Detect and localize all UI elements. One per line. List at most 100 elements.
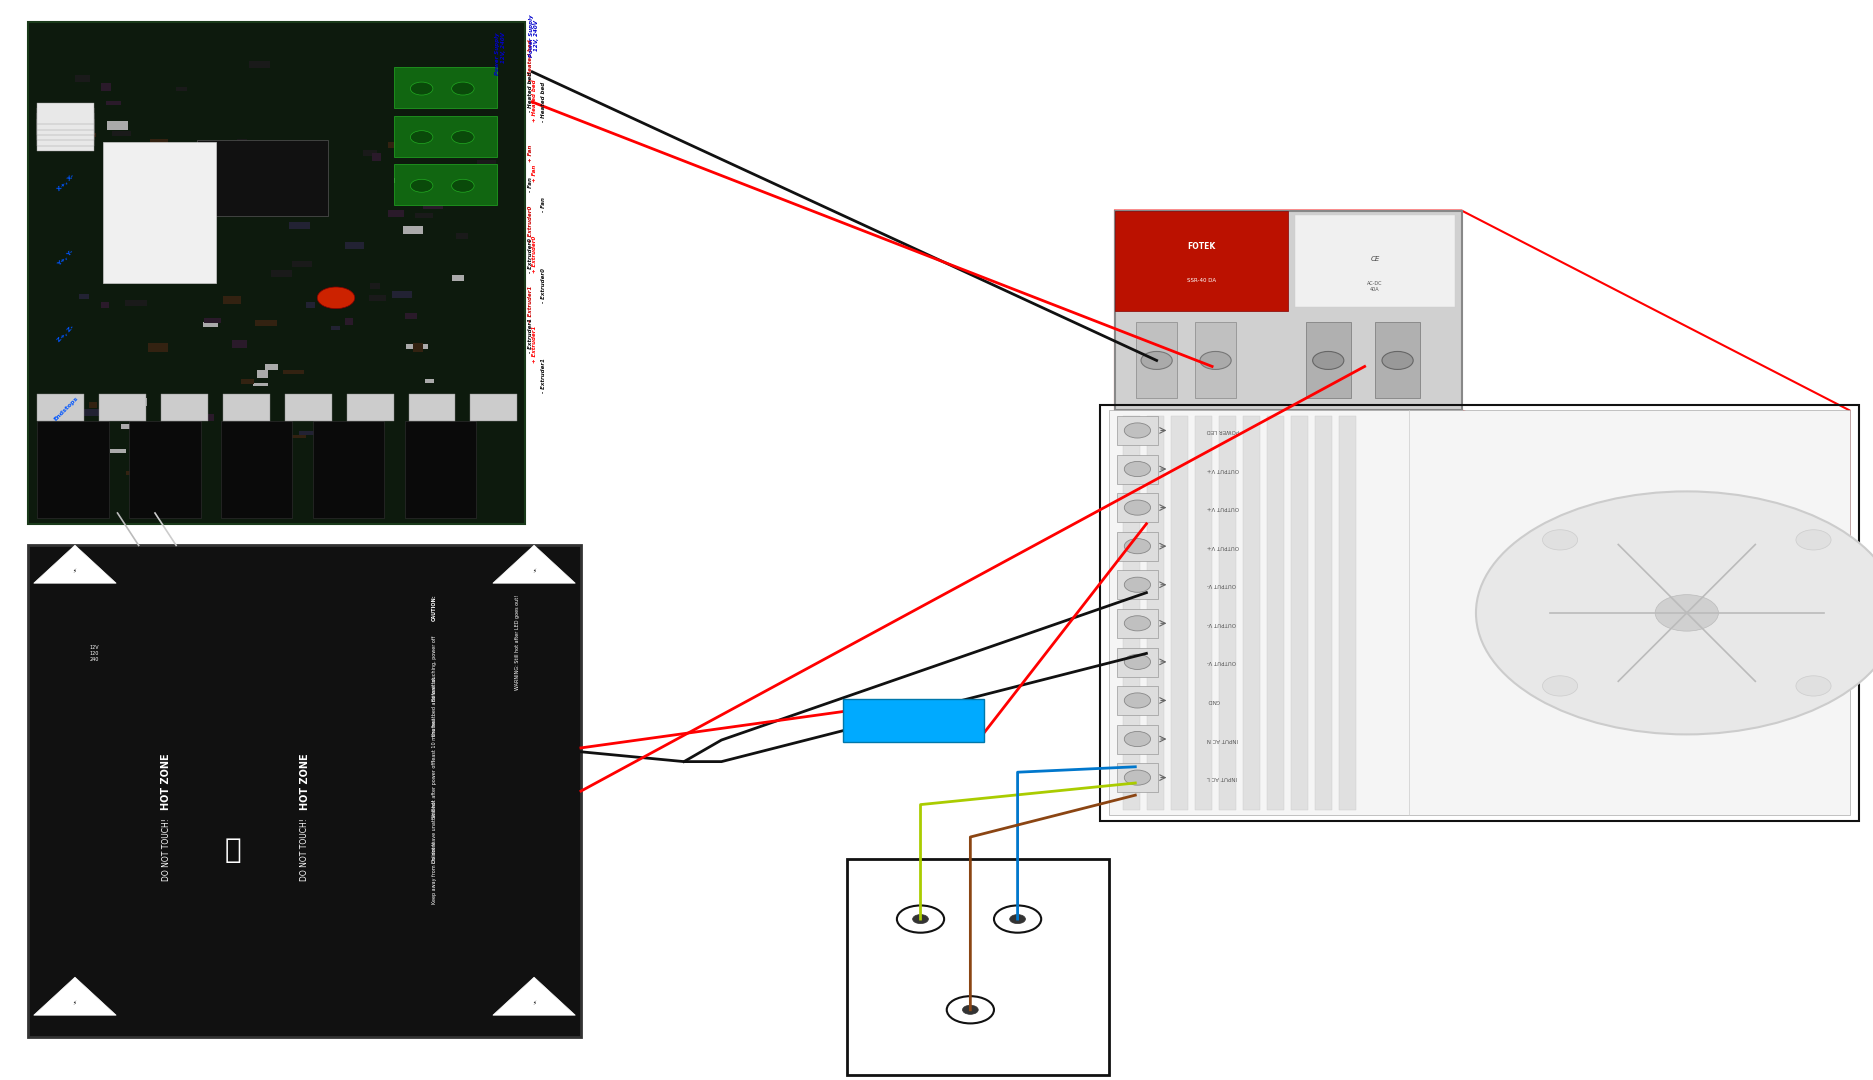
Text: Z+, Z-: Z+, Z- bbox=[56, 324, 75, 342]
Bar bbox=[451, 274, 465, 281]
Text: + Extruder0: + Extruder0 bbox=[532, 235, 536, 272]
Bar bbox=[129, 421, 200, 518]
Circle shape bbox=[1141, 351, 1172, 369]
Bar bbox=[150, 139, 169, 146]
Bar bbox=[345, 318, 354, 325]
Bar bbox=[1124, 416, 1141, 810]
Text: the heatbed and wait at: the heatbed and wait at bbox=[431, 676, 436, 735]
Bar bbox=[1099, 405, 1858, 821]
Bar bbox=[283, 370, 303, 374]
Bar bbox=[1266, 416, 1283, 810]
Bar bbox=[75, 75, 90, 82]
Bar bbox=[307, 302, 315, 308]
Circle shape bbox=[1199, 351, 1231, 369]
Bar bbox=[292, 261, 311, 267]
Bar bbox=[393, 116, 496, 157]
Bar bbox=[114, 197, 129, 203]
Text: ⚡: ⚡ bbox=[532, 1001, 536, 1005]
Bar bbox=[37, 394, 84, 421]
Bar bbox=[37, 421, 109, 518]
Text: ⚡: ⚡ bbox=[73, 569, 77, 573]
Bar bbox=[79, 294, 90, 299]
Bar bbox=[1146, 416, 1163, 810]
Bar bbox=[84, 409, 101, 417]
Bar bbox=[350, 423, 367, 430]
Bar bbox=[88, 402, 97, 408]
Bar bbox=[257, 370, 268, 378]
Bar bbox=[249, 60, 270, 68]
Bar bbox=[1116, 532, 1158, 561]
Text: - Fan: - Fan bbox=[541, 198, 545, 213]
Text: SSR-40 DA: SSR-40 DA bbox=[1186, 278, 1216, 283]
Circle shape bbox=[451, 82, 474, 95]
Circle shape bbox=[1124, 500, 1150, 515]
Text: + Fan: + Fan bbox=[528, 145, 532, 162]
Text: Still hot after power off!: Still hot after power off! bbox=[431, 758, 436, 818]
Text: Power Supply
12V, 240V: Power Supply 12V, 240V bbox=[528, 14, 539, 57]
Circle shape bbox=[1124, 770, 1150, 785]
Bar bbox=[221, 421, 292, 518]
Bar bbox=[125, 471, 137, 475]
Bar bbox=[332, 326, 341, 330]
Bar bbox=[414, 343, 423, 352]
Circle shape bbox=[410, 131, 433, 144]
Bar bbox=[393, 164, 496, 205]
Text: Endstops: Endstops bbox=[52, 396, 79, 422]
Polygon shape bbox=[493, 545, 575, 583]
Circle shape bbox=[1010, 915, 1025, 923]
Text: ⚡: ⚡ bbox=[73, 1001, 77, 1005]
Circle shape bbox=[897, 905, 944, 933]
Bar bbox=[37, 119, 94, 140]
Bar bbox=[406, 343, 427, 349]
Bar bbox=[1294, 215, 1453, 307]
Bar bbox=[391, 292, 412, 298]
Text: + Heated bed: + Heated bed bbox=[532, 80, 536, 122]
Circle shape bbox=[451, 179, 474, 192]
Bar bbox=[1290, 416, 1307, 810]
Text: WARNING: Still hot after LED goes out!: WARNING: Still hot after LED goes out! bbox=[515, 594, 519, 690]
Text: FOTEK: FOTEK bbox=[1187, 242, 1216, 251]
Bar bbox=[388, 211, 405, 217]
Bar bbox=[405, 421, 476, 518]
Bar bbox=[204, 318, 221, 323]
Text: - Extruder1: - Extruder1 bbox=[541, 359, 545, 393]
Circle shape bbox=[993, 905, 1041, 933]
Bar bbox=[172, 229, 182, 235]
Polygon shape bbox=[493, 977, 575, 1015]
Bar bbox=[150, 471, 169, 477]
Text: + Heated bed: + Heated bed bbox=[528, 39, 532, 82]
Bar bbox=[1375, 323, 1420, 399]
Bar bbox=[300, 431, 317, 435]
Text: ⚡: ⚡ bbox=[532, 569, 536, 573]
Text: - Extruder0: - Extruder0 bbox=[541, 268, 545, 302]
Bar bbox=[393, 178, 408, 183]
Bar bbox=[28, 22, 524, 524]
Bar bbox=[272, 200, 294, 205]
Circle shape bbox=[1124, 654, 1150, 670]
Bar bbox=[470, 98, 489, 103]
Bar bbox=[101, 301, 109, 308]
Bar bbox=[107, 100, 120, 105]
Bar bbox=[229, 211, 240, 215]
Text: DO NOT TOUCH!: DO NOT TOUCH! bbox=[161, 819, 170, 881]
Text: least 10 minutes!: least 10 minutes! bbox=[431, 717, 436, 760]
Bar bbox=[478, 160, 496, 164]
Text: INPUT AC N: INPUT AC N bbox=[1206, 737, 1238, 742]
Text: POWER LED: POWER LED bbox=[1206, 428, 1238, 433]
Text: HOT ZONE: HOT ZONE bbox=[300, 753, 309, 810]
Circle shape bbox=[1124, 461, 1150, 476]
Text: HOT ZONE: HOT ZONE bbox=[161, 753, 170, 810]
Bar bbox=[1219, 416, 1236, 810]
Bar bbox=[125, 300, 146, 307]
Bar bbox=[442, 151, 453, 157]
Circle shape bbox=[946, 996, 993, 1024]
Text: X+, X-: X+, X- bbox=[56, 173, 75, 192]
Circle shape bbox=[410, 179, 433, 192]
Bar bbox=[202, 322, 217, 326]
Bar bbox=[388, 141, 403, 148]
Circle shape bbox=[1794, 676, 1830, 696]
Bar bbox=[120, 276, 131, 283]
Text: + Extruder1: + Extruder1 bbox=[528, 285, 532, 323]
Text: CE: CE bbox=[1369, 256, 1379, 261]
Text: + Fan: + Fan bbox=[532, 165, 536, 183]
